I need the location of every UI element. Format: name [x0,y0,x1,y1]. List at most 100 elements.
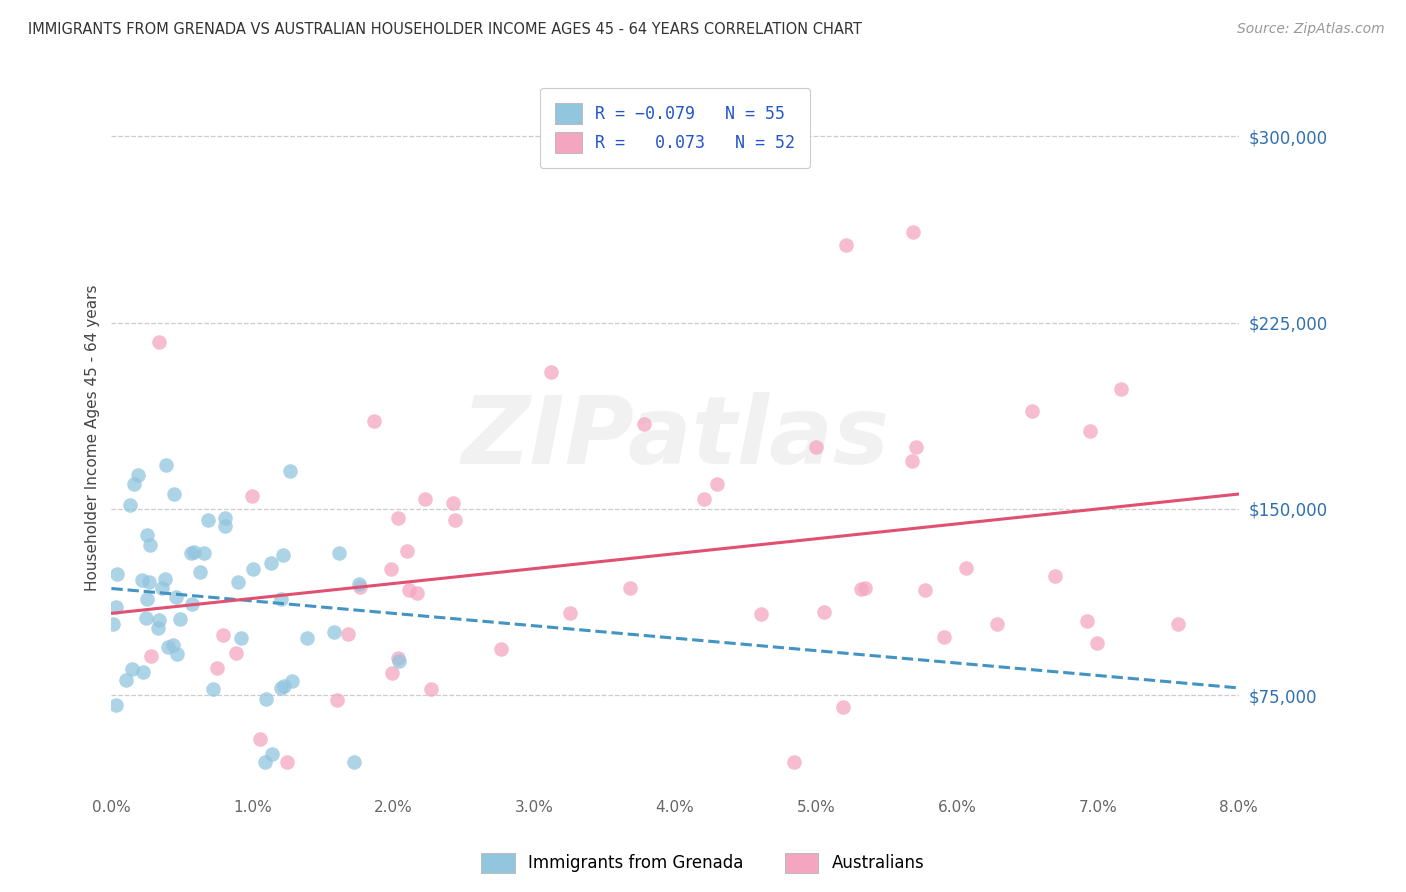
Point [558,606,581,620]
Point [489,641,512,656]
Point [148,613,170,627]
Point [121,662,143,676]
Point [1167,616,1189,631]
Point [214,519,236,533]
Point [259,556,281,570]
Point [349,581,371,595]
Point [273,679,295,693]
Legend: Immigrants from Grenada, Australians: Immigrants from Grenada, Australians [475,847,931,880]
Point [120,498,142,512]
Point [831,699,853,714]
Point [904,440,927,454]
Point [214,511,236,525]
Point [783,756,806,770]
Point [1021,403,1043,417]
Point [363,415,385,429]
Point [326,692,349,706]
Point [162,638,184,652]
Point [349,577,371,591]
Point [135,610,157,624]
Point [381,666,404,681]
Point [1043,568,1066,582]
Point [328,546,350,560]
Point [398,583,420,598]
Point [163,487,186,501]
Text: ZIPatlas: ZIPatlas [461,392,889,484]
Point [179,546,201,560]
Point [157,640,180,654]
Point [193,546,215,560]
Point [127,467,149,482]
Point [1080,424,1102,438]
Point [281,674,304,689]
Point [153,572,176,586]
Point [201,682,224,697]
Point [101,617,124,632]
Point [139,648,162,663]
Point [205,660,228,674]
Text: IMMIGRANTS FROM GRENADA VS AUSTRALIAN HOUSEHOLDER INCOME AGES 45 - 64 YEARS CORR: IMMIGRANTS FROM GRENADA VS AUSTRALIAN HO… [28,22,862,37]
Point [955,561,977,575]
Point [804,440,827,454]
Point [270,681,292,695]
Point [419,681,441,696]
Point [270,592,292,607]
Point [387,510,409,524]
Point [138,574,160,589]
Point [813,605,835,619]
Point [706,476,728,491]
Point [619,582,641,596]
Point [835,238,858,252]
Point [197,512,219,526]
Point [254,756,277,770]
Point [165,591,187,605]
Text: Source: ZipAtlas.com: Source: ZipAtlas.com [1237,22,1385,37]
Point [211,628,233,642]
Point [115,673,138,687]
Point [155,458,177,472]
Point [633,417,655,431]
Point [131,573,153,587]
Point [851,582,873,597]
Point [242,562,264,576]
Point [441,496,464,510]
Legend: R = −0.079   N = 55, R =   0.073   N = 52: R = −0.079 N = 55, R = 0.073 N = 52 [540,87,810,168]
Point [262,747,284,761]
Point [135,528,157,542]
Point [932,630,955,644]
Point [105,599,128,614]
Point [231,631,253,645]
Point [280,464,302,478]
Point [336,627,359,641]
Y-axis label: Householder Income Ages 45 - 64 years: Householder Income Ages 45 - 64 years [86,285,100,591]
Point [903,226,925,240]
Point [380,562,402,576]
Point [1109,382,1132,396]
Point [132,665,155,679]
Point [240,489,263,503]
Point [181,597,204,611]
Point [751,607,773,621]
Point [901,454,924,468]
Point [395,543,418,558]
Point [343,756,366,770]
Point [986,616,1008,631]
Point [105,567,128,582]
Point [406,586,429,600]
Point [1085,636,1108,650]
Point [146,621,169,635]
Point [105,698,128,712]
Point [225,647,247,661]
Point [122,476,145,491]
Point [387,651,409,665]
Point [693,491,716,506]
Point [443,513,465,527]
Point [188,565,211,579]
Point [166,647,188,661]
Point [853,581,876,595]
Point [388,653,411,667]
Point [1076,614,1098,628]
Point [249,731,271,746]
Point [135,591,157,606]
Point [295,631,318,645]
